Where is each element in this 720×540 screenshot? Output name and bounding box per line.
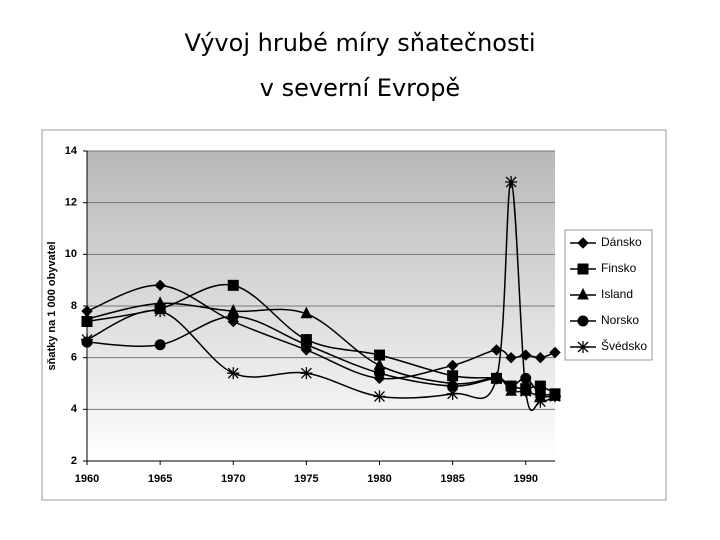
data-point (154, 339, 166, 351)
x-tick-label: 1970 (221, 473, 245, 485)
legend-label: Island (601, 287, 633, 301)
data-point (227, 367, 240, 380)
data-point (300, 367, 313, 380)
data-point (81, 333, 93, 346)
data-point (549, 390, 561, 403)
y-tick-label: 14 (65, 145, 78, 157)
data-point (227, 279, 239, 291)
legend-marker (577, 315, 589, 327)
data-point (490, 344, 503, 356)
x-tick-label: 1960 (75, 473, 99, 485)
legend-marker (577, 287, 589, 300)
data-point (505, 380, 517, 392)
data-point (549, 346, 561, 359)
y-tick-label: 10 (65, 248, 77, 260)
data-point (520, 372, 532, 384)
legend-label: Finsko (601, 261, 637, 275)
data-point (374, 367, 385, 379)
legend-marker (577, 341, 589, 353)
chart-title: Vývoj hrubé míry sňatečnosti (184, 29, 535, 57)
y-axis-label: sňatky na 1 000 obyvatel (46, 241, 58, 370)
x-tick-label: 1990 (514, 473, 538, 485)
data-point (446, 387, 459, 400)
x-tick-label: 1980 (367, 473, 391, 485)
data-point (534, 351, 547, 364)
legend-marker (577, 237, 589, 249)
data-point (505, 176, 518, 188)
x-tick-label: 1985 (440, 473, 464, 485)
data-point (227, 310, 239, 322)
y-tick-label: 12 (65, 197, 77, 209)
data-point (300, 339, 312, 351)
legend-label: Dánsko (601, 235, 642, 249)
data-point (505, 351, 517, 364)
x-tick-label: 1965 (148, 473, 172, 485)
legend-label: Švédsko (601, 338, 647, 353)
legend-marker (577, 263, 589, 275)
data-point (519, 385, 532, 398)
data-point (81, 311, 93, 324)
chart-subtitle: v severní Evropě (260, 74, 460, 102)
legend-label: Norsko (601, 313, 639, 327)
data-point (490, 372, 503, 385)
data-point (534, 395, 547, 408)
data-point (154, 279, 166, 292)
data-point (373, 390, 386, 403)
y-tick-label: 2 (71, 455, 77, 467)
data-point (154, 305, 167, 318)
y-tick-label: 8 (71, 300, 77, 312)
y-tick-label: 4 (71, 403, 78, 415)
data-point (300, 306, 313, 319)
y-tick-label: 6 (71, 352, 77, 364)
x-tick-label: 1975 (294, 473, 318, 485)
